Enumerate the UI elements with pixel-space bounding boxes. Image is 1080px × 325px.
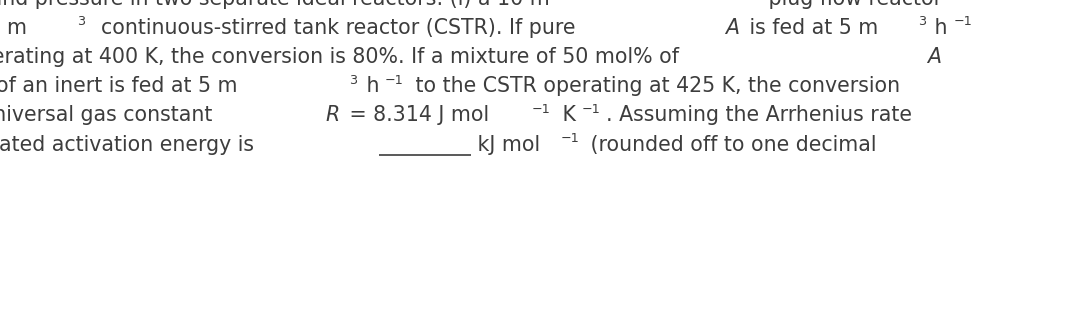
Text: −1: −1 (532, 103, 551, 116)
Text: and 50 mol% of an inert is fed at 5 m: and 50 mol% of an inert is fed at 5 m (0, 76, 238, 96)
Text: = 8.314 J mol: = 8.314 J mol (343, 105, 489, 125)
Text: −1: −1 (384, 73, 404, 86)
Text: R: R (325, 105, 339, 125)
Text: (rounded off to one decimal: (rounded off to one decimal (584, 135, 877, 155)
Text: temperature and pressure in two separate ideal reactors: (i) a 10 m: temperature and pressure in two separate… (0, 0, 550, 8)
Text: h: h (929, 18, 948, 38)
Text: plug flow reactor: plug flow reactor (762, 0, 943, 8)
Text: . Assuming the Arrhenius rate: . Assuming the Arrhenius rate (606, 105, 912, 125)
Text: to the CSTR operating at 425 K, the conversion: to the CSTR operating at 425 K, the conv… (409, 76, 900, 96)
Text: is 80%. The universal gas constant: is 80%. The universal gas constant (0, 105, 219, 125)
Text: 3: 3 (918, 15, 926, 28)
Text: (PFR), (ii) a 10 m: (PFR), (ii) a 10 m (0, 18, 27, 38)
Text: −1: −1 (561, 132, 579, 145)
Text: continuous-stirred tank reactor (CSTR). If pure: continuous-stirred tank reactor (CSTR). … (87, 18, 582, 38)
Text: −1: −1 (582, 103, 600, 116)
Text: A: A (726, 18, 740, 38)
Text: is fed at 5 m: is fed at 5 m (743, 18, 879, 38)
Text: A: A (927, 47, 941, 67)
Text: K: K (556, 105, 576, 125)
Text: h: h (360, 76, 379, 96)
Text: law, the estimated activation energy is: law, the estimated activation energy is (0, 135, 260, 155)
Text: 3: 3 (349, 73, 357, 86)
Text: −1: −1 (954, 15, 972, 28)
Text: to the PFR operating at 400 K, the conversion is 80%. If a mixture of 50 mol% of: to the PFR operating at 400 K, the conve… (0, 47, 686, 67)
Text: kJ mol: kJ mol (471, 135, 540, 155)
Text: 3: 3 (78, 15, 85, 28)
